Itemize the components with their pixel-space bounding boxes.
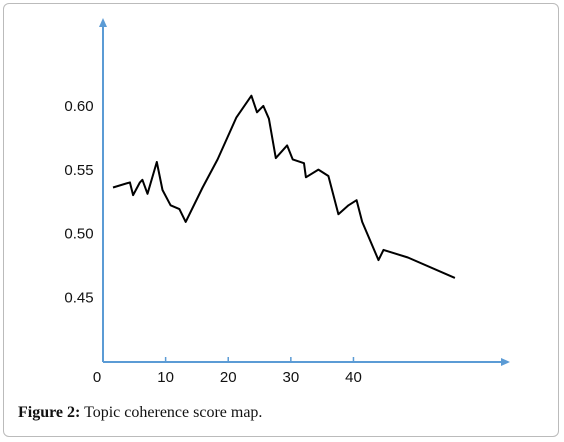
frame (3, 3, 559, 437)
y-tick-label: 0.55 (64, 162, 93, 179)
line (112, 94, 456, 279)
caption: Figure 2: Topic coherence score map. (18, 404, 262, 422)
x-tick-label: 30 (283, 369, 300, 386)
x-tick-label: 20 (220, 369, 237, 386)
x-axis-arrow (501, 358, 510, 366)
x-tick-label: 10 (157, 369, 174, 386)
caption-label: Figure 2: (18, 404, 81, 421)
y-axis-arrow (99, 18, 107, 27)
chart: 0 10 20 30 40 0.45 0.50 0.55 0.60 (64, 18, 510, 386)
y-tick-label: 0.60 (64, 98, 93, 115)
x-tick-label: 40 (345, 369, 362, 386)
x-tick-label: 0 (93, 369, 101, 386)
y-tick-label: 0.45 (64, 289, 93, 306)
caption-text: Topic coherence score map. (84, 404, 263, 421)
y-tick-label: 0.50 (64, 226, 93, 243)
